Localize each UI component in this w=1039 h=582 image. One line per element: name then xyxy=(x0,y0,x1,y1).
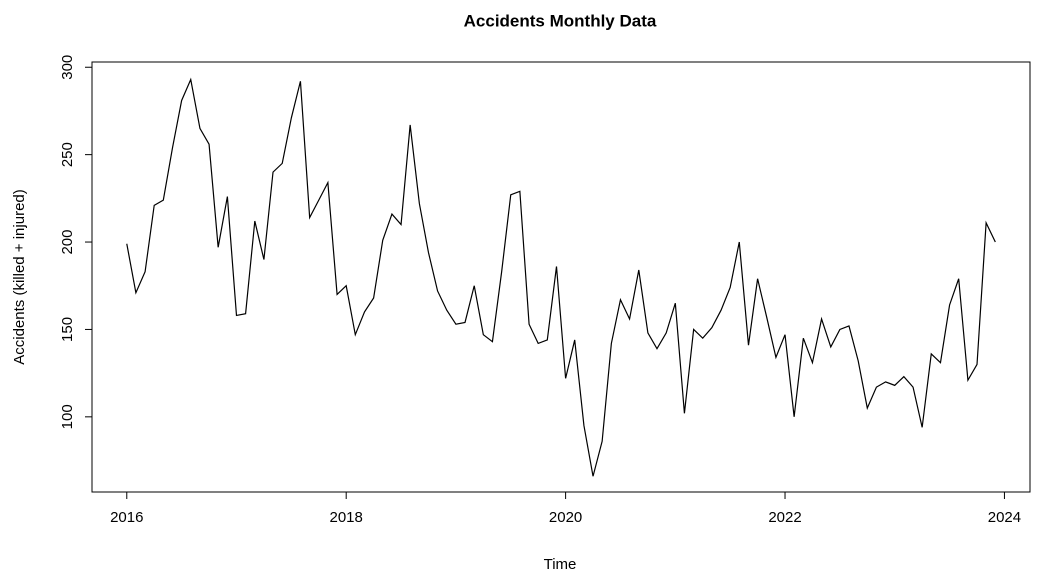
x-tick-label: 2016 xyxy=(110,509,143,526)
x-tick-label: 2020 xyxy=(549,509,582,526)
y-tick-label: 250 xyxy=(59,142,76,167)
x-tick-label: 2018 xyxy=(330,509,363,526)
y-tick-label: 300 xyxy=(59,55,76,80)
x-axis-label: Time xyxy=(544,556,577,573)
plot-box xyxy=(91,61,1031,493)
data-line xyxy=(126,77,996,477)
y-tick-label: 100 xyxy=(59,404,76,429)
y-tick-label: 150 xyxy=(59,317,76,342)
x-tick-label: 2022 xyxy=(768,509,801,526)
y-axis-label: Accidents (killed + injured) xyxy=(11,189,28,365)
x-tick-label: 2024 xyxy=(988,509,1021,526)
chart-title: Accidents Monthly Data xyxy=(464,11,657,30)
y-tick-label: 200 xyxy=(59,230,76,255)
